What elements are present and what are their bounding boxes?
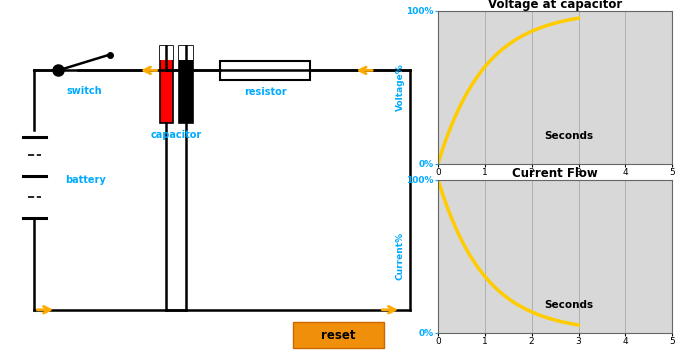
Text: battery: battery: [65, 175, 105, 184]
Bar: [179, 46, 193, 60]
Bar: [220, 61, 310, 80]
Text: Seconds: Seconds: [545, 131, 593, 141]
Text: switch: switch: [67, 86, 103, 96]
Text: Seconds: Seconds: [545, 300, 593, 310]
Text: resistor: resistor: [244, 87, 287, 97]
Y-axis label: Current%: Current%: [396, 232, 405, 280]
Bar: [293, 322, 384, 348]
Title: Voltage at capacitor: Voltage at capacitor: [488, 0, 622, 11]
Y-axis label: Voltage%: Voltage%: [396, 63, 405, 111]
Title: Current Flow: Current Flow: [512, 166, 598, 180]
Text: reset: reset: [321, 329, 356, 342]
Bar: [179, 46, 193, 123]
Bar: [160, 46, 173, 123]
Text: capacitor: capacitor: [151, 130, 202, 140]
Bar: [160, 46, 173, 60]
